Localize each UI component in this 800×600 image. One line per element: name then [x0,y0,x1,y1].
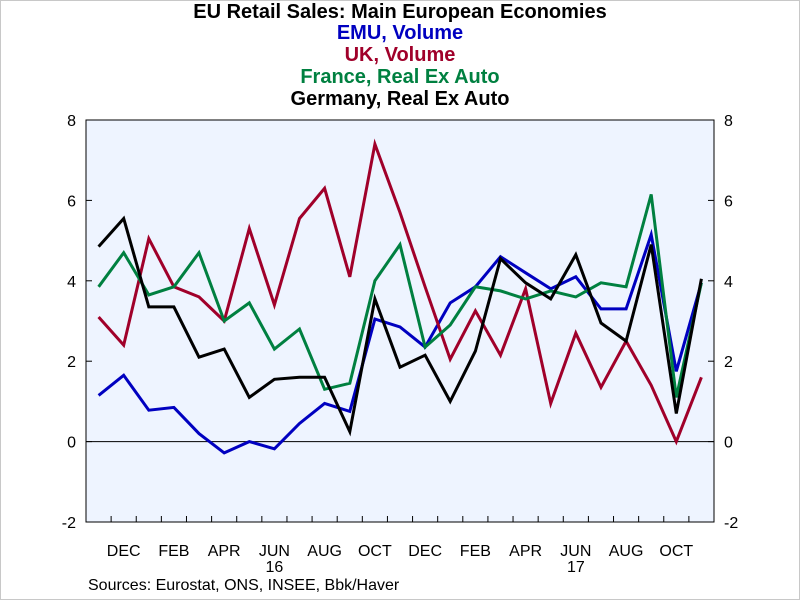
y-tick-label-left: 6 [67,193,76,210]
x-tick-label: OCT [659,543,693,560]
y-tick-label-left: -2 [62,515,76,532]
y-tick-label-right: 0 [724,435,733,452]
y-tick-label-right: -2 [724,515,738,532]
x-tick-label: FEB [158,543,189,560]
y-tick-label-left: 4 [67,274,76,291]
plot-area [85,119,715,523]
series-line-uk [97,138,703,446]
y-tick-label-left: 0 [67,435,76,452]
series-line-emu [97,228,703,455]
subtitle-emu: EMU, Volume [336,22,464,44]
y-tick-label-left: 8 [67,113,76,130]
x-tick-label: AUG [307,543,342,560]
subtitle-uk: UK, Volume [344,44,456,66]
subtitle-france: France, Real Ex Auto [300,66,500,88]
x-tick-label: JUN [560,543,591,560]
x-tick-label: APR [208,543,241,560]
chart-title: EU Retail Sales: Main European Economies [193,1,607,23]
y-tick-label-left: 2 [67,354,76,371]
y-tick-label-right: 6 [724,193,733,210]
source-note: Sources: Eurostat, ONS, INSEE, Bbk/Haver [88,577,400,594]
series-line-germany [97,215,703,437]
subtitle-germany: Germany, Real Ex Auto [290,88,510,110]
year-label: 16 [266,559,284,576]
x-tick-label: AUG [609,543,644,560]
x-tick-label: APR [509,543,542,560]
x-tick-label: FEB [460,543,491,560]
series-line-france [97,194,703,398]
y-tick-label-right: 2 [724,354,733,371]
y-tick-label-right: 8 [724,113,733,130]
x-tick-label: OCT [358,543,392,560]
x-tick-label: DEC [107,543,141,560]
x-tick-label: DEC [408,543,442,560]
x-tick-label: JUN [259,543,290,560]
year-label: 17 [567,559,585,576]
y-tick-label-right: 4 [724,274,733,291]
